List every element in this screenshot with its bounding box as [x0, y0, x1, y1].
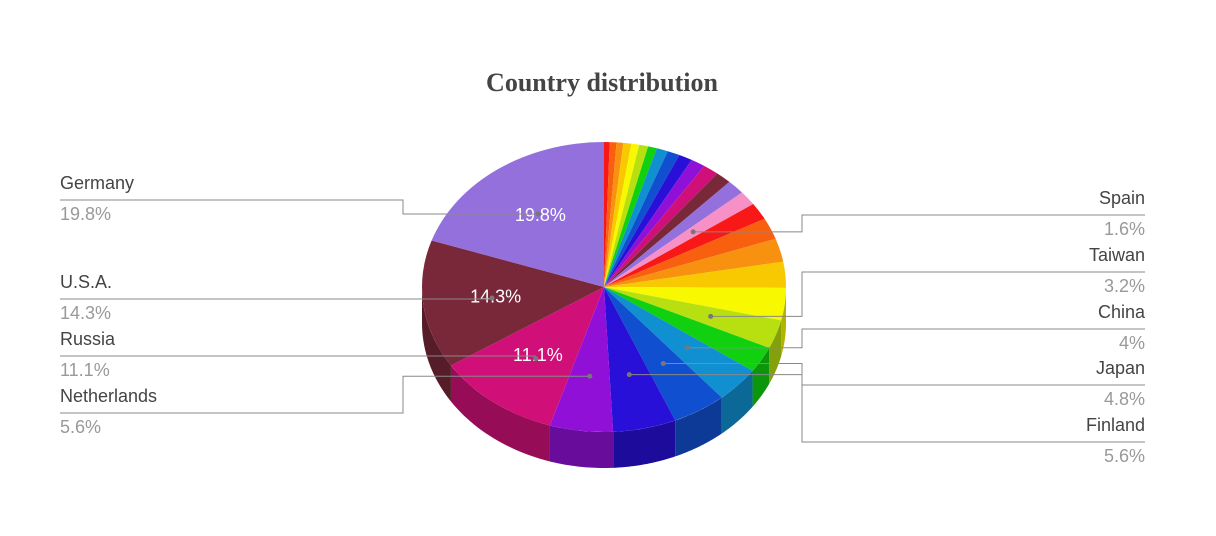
- legend-value: 3.2%: [1104, 276, 1145, 296]
- legend-value: 14.3%: [60, 303, 111, 323]
- slice-label: 14.3%: [470, 286, 521, 306]
- legend-label: Russia: [60, 329, 116, 349]
- chart-title: Country distribution: [486, 68, 718, 97]
- legend-label: U.S.A.: [60, 272, 112, 292]
- leader-dot: [708, 314, 713, 319]
- legend-value: 4.8%: [1104, 389, 1145, 409]
- leader-dot: [587, 374, 592, 379]
- leader-dot: [490, 295, 495, 300]
- legend-label: Finland: [1086, 415, 1145, 435]
- leader-dot: [536, 211, 541, 216]
- legend-label: Taiwan: [1089, 245, 1145, 265]
- legend-label: China: [1098, 302, 1146, 322]
- legend-label: Japan: [1096, 358, 1145, 378]
- legend-label: Germany: [60, 173, 134, 193]
- legend-label: Spain: [1099, 188, 1145, 208]
- legend-value: 4%: [1119, 333, 1145, 353]
- legend-label: Netherlands: [60, 386, 157, 406]
- legend-value: 5.6%: [1104, 446, 1145, 466]
- leader-dot: [533, 356, 538, 361]
- legend-value: 11.1%: [60, 360, 110, 380]
- leader-dot: [627, 372, 632, 377]
- legend-value: 1.6%: [1104, 219, 1145, 239]
- legend-value: 5.6%: [60, 417, 101, 437]
- leader-dot: [691, 229, 696, 234]
- leader-dot: [685, 345, 690, 350]
- leader-dot: [661, 361, 666, 366]
- slice-label: 11.1%: [513, 345, 563, 365]
- legend-value: 19.8%: [60, 204, 111, 224]
